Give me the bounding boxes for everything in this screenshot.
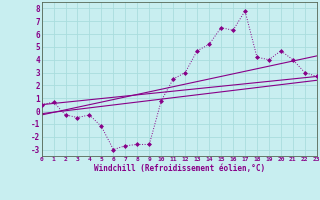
X-axis label: Windchill (Refroidissement éolien,°C): Windchill (Refroidissement éolien,°C) — [94, 164, 265, 173]
